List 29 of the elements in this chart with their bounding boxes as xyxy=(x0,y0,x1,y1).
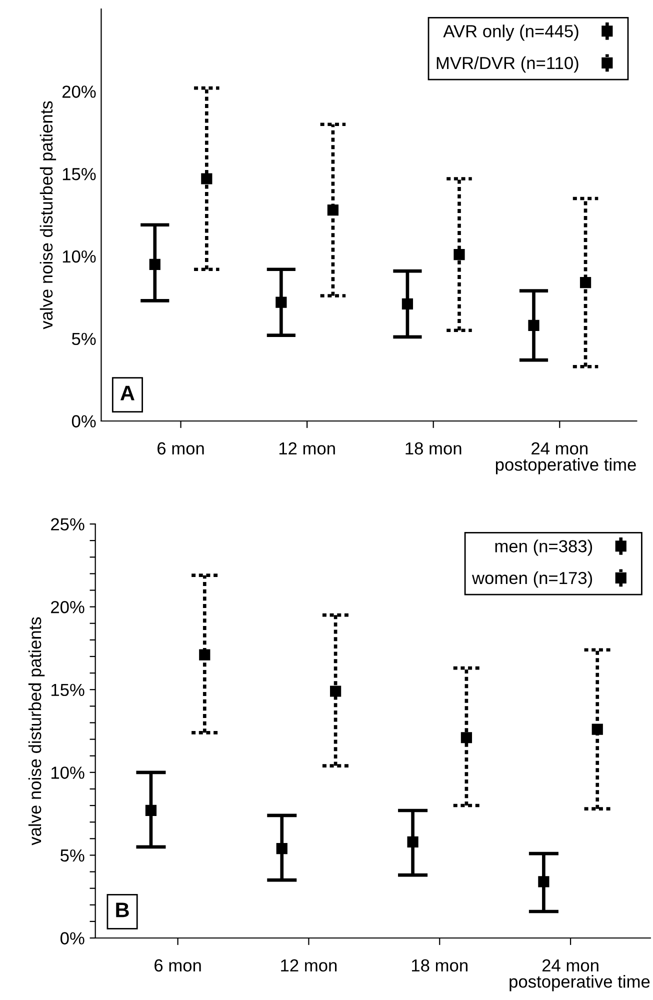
y-tick-label: 15% xyxy=(52,684,84,696)
annotation: B xyxy=(116,902,129,918)
x-tick-label: 18 mon xyxy=(406,442,462,455)
legend-label: MVR/DVR (n=110) xyxy=(436,56,578,73)
y-axis-title: valve noise disturbed patients xyxy=(40,101,56,330)
x-axis-title: postoperative time xyxy=(510,975,650,992)
legend-label: men (n=383) xyxy=(495,540,592,556)
y-tick-label: 10% xyxy=(62,250,96,263)
y-tick-label: 20% xyxy=(62,86,96,98)
legend-label: AVR only (n=445) xyxy=(443,24,578,41)
y-tick-label: 25% xyxy=(51,518,84,530)
x-axis-title: postoperative time xyxy=(496,458,636,474)
x-tick-label: 24 mon xyxy=(542,959,598,972)
y-tick-label: 0% xyxy=(60,932,84,944)
legend-label: women (n=173) xyxy=(472,571,592,588)
x-tick-label: 18 mon xyxy=(412,959,468,972)
y-tick-label: 0% xyxy=(72,415,96,428)
x-tick-label: 24 mon xyxy=(532,442,588,455)
annotation: A xyxy=(120,386,134,400)
y-tick-label: 5% xyxy=(60,849,84,862)
y-tick-label: 10% xyxy=(52,766,84,779)
y-tick-label: 5% xyxy=(72,332,96,346)
x-tick-label: 12 mon xyxy=(279,442,335,455)
y-tick-label: 15% xyxy=(62,168,96,180)
y-tick-label: 20% xyxy=(51,600,84,614)
x-tick-label: 12 mon xyxy=(281,959,337,972)
y-axis-title: valve noise disturbed patients xyxy=(28,617,45,846)
x-tick-label: 6 mon xyxy=(158,442,204,455)
x-tick-label: 6 mon xyxy=(154,959,201,972)
